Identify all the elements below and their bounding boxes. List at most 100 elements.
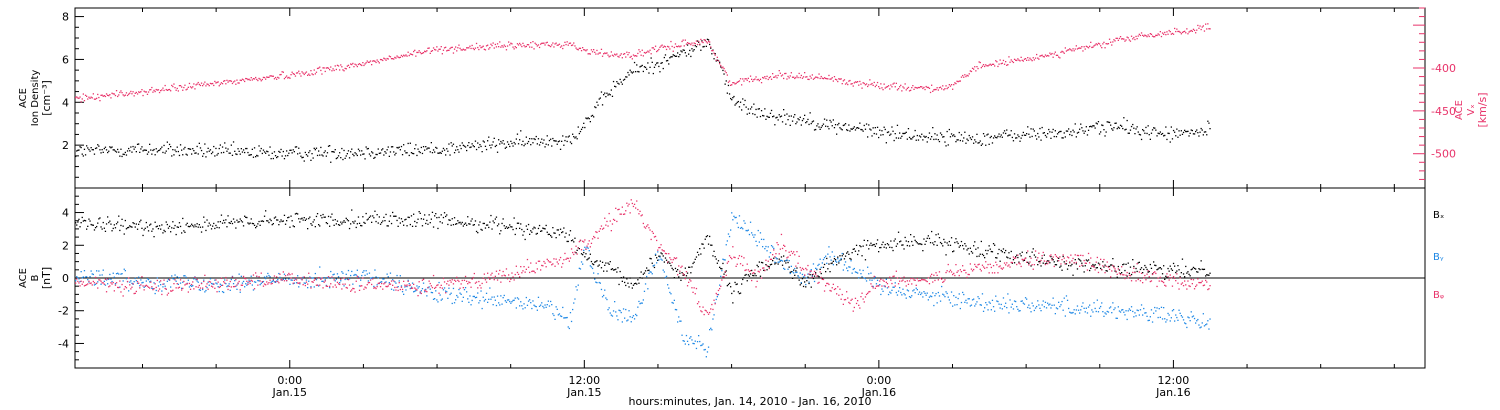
- data-point: [257, 279, 259, 282]
- data-point: [878, 285, 880, 287]
- data-point: [253, 288, 256, 290]
- data-point: [108, 150, 110, 152]
- data-point: [336, 157, 339, 159]
- data-point: [631, 72, 633, 74]
- data-point: [669, 257, 671, 259]
- data-point: [1050, 53, 1052, 56]
- data-point: [1005, 61, 1007, 63]
- data-point: [464, 146, 467, 148]
- data-point: [773, 257, 775, 259]
- data-point: [668, 253, 670, 255]
- data-point: [1143, 268, 1145, 271]
- data-point: [1010, 130, 1012, 132]
- data-point: [1068, 265, 1070, 267]
- data-point: [661, 259, 663, 261]
- data-point: [958, 293, 960, 295]
- data-point: [83, 285, 86, 287]
- data-point: [120, 148, 122, 150]
- data-point: [1063, 52, 1065, 54]
- data-point: [606, 298, 608, 301]
- data-point: [967, 298, 969, 300]
- data-point: [745, 229, 747, 232]
- data-point: [714, 303, 716, 305]
- data-point: [1127, 262, 1129, 264]
- data-point: [1146, 132, 1148, 135]
- data-point: [816, 125, 818, 127]
- data-point: [867, 136, 869, 138]
- data-point: [738, 215, 741, 217]
- data-point: [532, 228, 534, 230]
- data-point: [456, 146, 458, 148]
- data-point: [854, 129, 857, 131]
- data-point: [1138, 261, 1140, 263]
- data-point: [259, 280, 261, 282]
- data-point: [640, 271, 642, 273]
- data-point: [841, 129, 843, 131]
- data-point: [376, 286, 378, 288]
- data-point: [776, 258, 778, 260]
- data-point: [1094, 307, 1096, 310]
- data-point: [1026, 59, 1028, 61]
- data-point: [446, 214, 448, 216]
- data-point: [859, 245, 861, 247]
- data-point: [213, 84, 215, 87]
- data-point: [149, 287, 151, 289]
- data-point: [1154, 306, 1156, 309]
- data-point: [122, 153, 124, 155]
- data-point: [712, 255, 714, 257]
- data-point: [826, 262, 828, 264]
- data-point: [337, 276, 340, 278]
- data-point: [815, 272, 817, 274]
- data-point: [467, 298, 469, 300]
- data-point: [309, 74, 311, 76]
- data-point: [825, 125, 827, 127]
- data-point: [511, 142, 513, 145]
- data-point: [1018, 261, 1020, 263]
- data-point: [597, 53, 599, 55]
- data-point: [534, 227, 536, 229]
- data-point: [780, 115, 783, 117]
- data-point: [102, 269, 104, 271]
- data-point: [649, 257, 651, 260]
- data-point: [517, 143, 520, 145]
- data-point: [409, 287, 411, 290]
- data-point: [966, 138, 968, 140]
- data-point: [365, 146, 367, 148]
- data-point: [92, 149, 94, 151]
- data-point: [357, 276, 360, 278]
- data-point: [903, 293, 905, 295]
- data-point: [617, 267, 619, 269]
- data-point: [358, 289, 361, 291]
- data-point: [1164, 31, 1166, 34]
- data-point: [722, 66, 724, 68]
- data-point: [588, 257, 590, 259]
- data-point: [138, 223, 140, 225]
- data-point: [160, 228, 162, 230]
- data-point: [210, 282, 213, 285]
- data-point: [936, 87, 938, 89]
- data-point: [583, 249, 585, 251]
- data-point: [897, 137, 900, 139]
- data-point: [315, 279, 318, 281]
- data-point: [1069, 311, 1071, 313]
- data-point: [812, 273, 815, 275]
- data-point: [591, 238, 594, 240]
- data-point: [529, 233, 531, 235]
- data-point: [840, 257, 842, 260]
- data-point: [125, 287, 128, 289]
- data-point: [362, 62, 364, 64]
- data-point: [241, 221, 244, 223]
- data-point: [598, 281, 600, 284]
- data-point: [381, 282, 383, 285]
- data-point: [997, 135, 999, 138]
- data-point: [702, 243, 704, 245]
- data-point: [1103, 129, 1105, 131]
- data-point: [371, 151, 373, 153]
- data-point: [609, 220, 611, 222]
- data-point: [725, 80, 727, 82]
- data-point: [142, 94, 144, 97]
- data-point: [840, 298, 842, 300]
- data-point: [770, 263, 773, 265]
- data-point: [1105, 270, 1107, 272]
- data-point: [302, 156, 304, 158]
